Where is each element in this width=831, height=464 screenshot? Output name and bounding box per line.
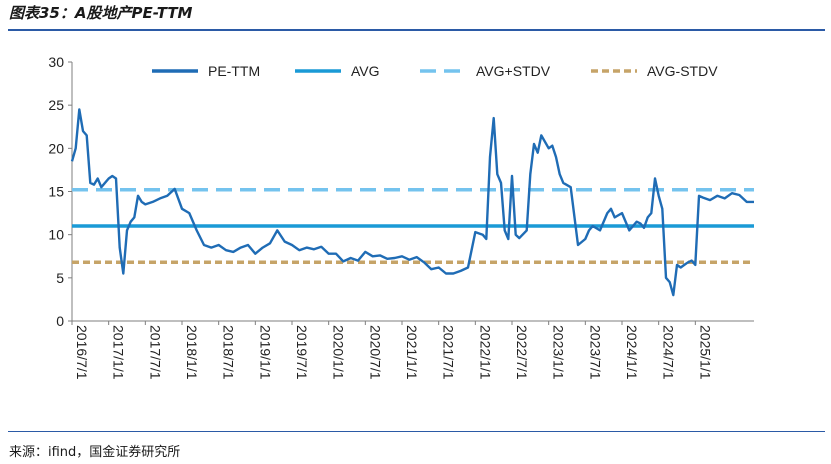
x-tick-label: 2021/7/1 <box>441 325 457 380</box>
x-tick-label: 2024/7/1 <box>661 325 677 380</box>
title-rule <box>8 29 825 31</box>
x-tick-label: 2020/1/1 <box>331 325 347 380</box>
y-tick-label: 0 <box>56 313 64 329</box>
x-tick-label: 2023/7/1 <box>587 325 603 380</box>
y-tick-label: 10 <box>48 227 64 243</box>
x-tick-label: 2022/7/1 <box>514 325 530 380</box>
x-tick-label: 2018/1/1 <box>184 325 200 380</box>
x-tick-label: 2022/1/1 <box>477 325 493 380</box>
y-tick-label: 30 <box>48 54 64 70</box>
x-tick-label: 2020/7/1 <box>367 325 383 380</box>
x-tick-label: 2016/7/1 <box>74 325 90 380</box>
pe-ttm-line <box>70 108 754 297</box>
y-tick-label: 15 <box>48 184 64 200</box>
y-tick-label: 20 <box>48 140 64 156</box>
x-tick-label: 2019/1/1 <box>257 325 273 380</box>
x-tick-label: 2024/1/1 <box>624 325 640 380</box>
legend-avg-label: AVG <box>351 63 380 79</box>
x-tick-label: 2019/7/1 <box>294 325 310 380</box>
y-tick-label: 5 <box>56 270 64 286</box>
source-note: 来源：ifind，国金证券研究所 <box>9 445 181 460</box>
x-tick-label: 2018/7/1 <box>221 325 237 380</box>
footer-rule <box>8 431 825 432</box>
x-tick-label: 2023/1/1 <box>551 325 567 380</box>
legend-pe-ttm-label: PE-TTM <box>208 63 260 79</box>
legend-avg-minus-stdv-label: AVG-STDV <box>647 63 718 79</box>
x-tick-label: 2021/1/1 <box>404 325 420 380</box>
y-tick-label: 25 <box>48 97 64 113</box>
x-tick-label: 2025/1/1 <box>697 325 713 380</box>
x-tick-label: 2017/7/1 <box>147 325 163 380</box>
chart-area: 0 5 10 15 20 25 30 2016/7/1 2017/1/1 2017/7/1 2018… <box>48 54 754 380</box>
chart-title: 图表35：A股地产PE-TTM <box>9 4 193 22</box>
legend-avg-plus-stdv-label: AVG+STDV <box>476 63 551 79</box>
x-tick-label: 2017/1/1 <box>111 325 127 380</box>
